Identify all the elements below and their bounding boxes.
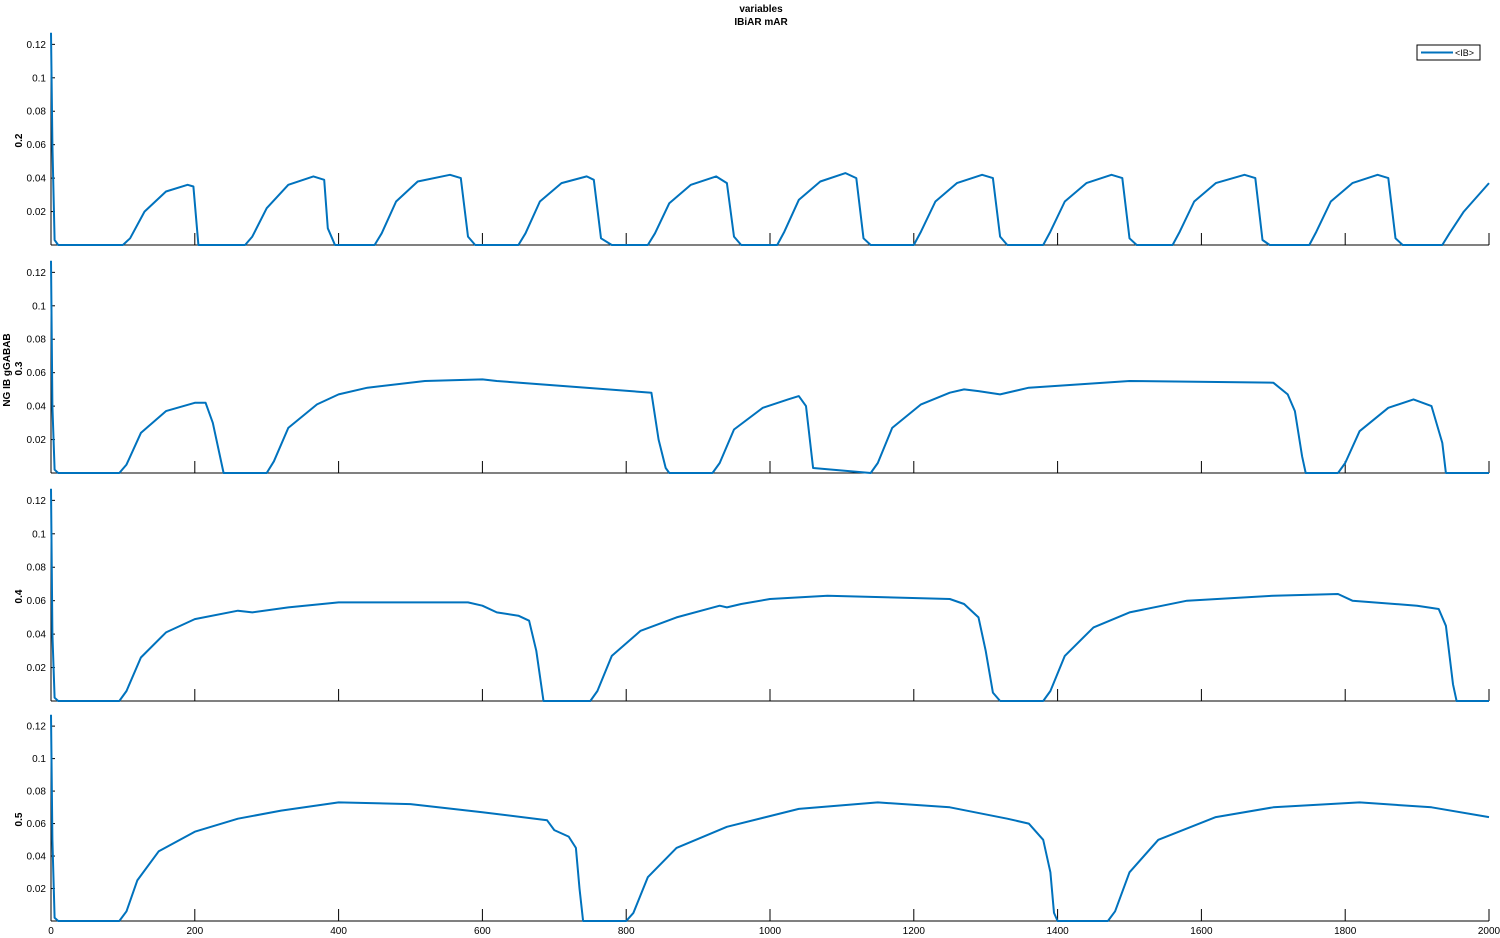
subplot-1: 0.02 0.04 0.06 0.08 0.1 0.12 0.2: [14, 32, 1490, 246]
y-tick-label: 0.12: [27, 722, 47, 733]
subplot-2: 0.02 0.04 0.06 0.08 0.1 0.12 0.3: [14, 260, 1490, 474]
legend-label: <IB>: [1455, 48, 1474, 58]
x-tick-label: 200: [186, 926, 203, 937]
figure-title-line2: IBiAR mAR: [734, 17, 788, 28]
y-tick-label: 0.02: [27, 884, 47, 895]
y-axis-label: 0.4: [14, 589, 25, 603]
y-tick-label: 0.04: [27, 402, 47, 413]
y-tick-label: 0.04: [27, 852, 47, 863]
y-axis-label: 0.2: [14, 133, 25, 147]
y-tick-label: 0.08: [27, 335, 47, 346]
x-tick-label: 1600: [1190, 926, 1213, 937]
y-tick-label: 0.08: [27, 787, 47, 798]
y-tick-label: 0.06: [27, 140, 47, 151]
series-line-ib: [50, 32, 1490, 246]
x-tick-label: 600: [474, 926, 491, 937]
series-line-ib: [50, 260, 1489, 474]
subplot-3: 0.02 0.04 0.06 0.08 0.1 0.12 0.4: [14, 488, 1490, 702]
y-tick-label: 0.06: [27, 596, 47, 607]
y-tick-label: 0.1: [32, 301, 46, 312]
y-tick-label: 0.1: [32, 73, 46, 84]
x-tick-label: 1800: [1334, 926, 1357, 937]
y-tick-label: 0.12: [27, 496, 47, 507]
y-tick-label: 0.04: [27, 630, 47, 641]
y-tick-label: 0.08: [27, 563, 47, 574]
y-tick-label: 0.02: [27, 435, 47, 446]
x-tick-label: 1200: [903, 926, 926, 937]
y-tick-label: 0.06: [27, 819, 47, 830]
subplots: 0.020.040.060.080.10.120.20.020.040.060.…: [14, 32, 1500, 937]
y-tick-label: 0.04: [27, 174, 47, 185]
series-line-ib: [50, 714, 1490, 922]
figure-title-line1: variables: [739, 4, 783, 15]
x-tick-label: 800: [618, 926, 635, 937]
series-line-ib: [50, 488, 1489, 702]
y-tick-label: 0.1: [32, 529, 46, 540]
x-tick-label: 0: [48, 926, 54, 937]
y-tick-label: 0.06: [27, 368, 47, 379]
y-axis-label: 0.5: [14, 812, 25, 826]
y-tick-label: 0.12: [27, 40, 47, 51]
group-y-label: NG IB gGABAB: [2, 333, 13, 406]
y-tick-label: 0.1: [32, 754, 46, 765]
y-tick-label: 0.08: [27, 107, 47, 118]
y-tick-label: 0.02: [27, 663, 47, 674]
legend: <IB>: [1416, 44, 1481, 61]
y-tick-label: 0.02: [27, 207, 47, 218]
x-tick-label: 400: [330, 926, 347, 937]
x-tick-label: 2000: [1478, 926, 1500, 937]
x-tick-label: 1400: [1046, 926, 1069, 937]
subplot-4: 0.02 0.04 0.06 0.08 0.1 0.12 0 200 400 600 800 1000…: [14, 714, 1500, 937]
y-axis-label: 0.3: [14, 361, 25, 375]
x-tick-label: 1000: [759, 926, 782, 937]
y-tick-label: 0.12: [27, 268, 47, 279]
